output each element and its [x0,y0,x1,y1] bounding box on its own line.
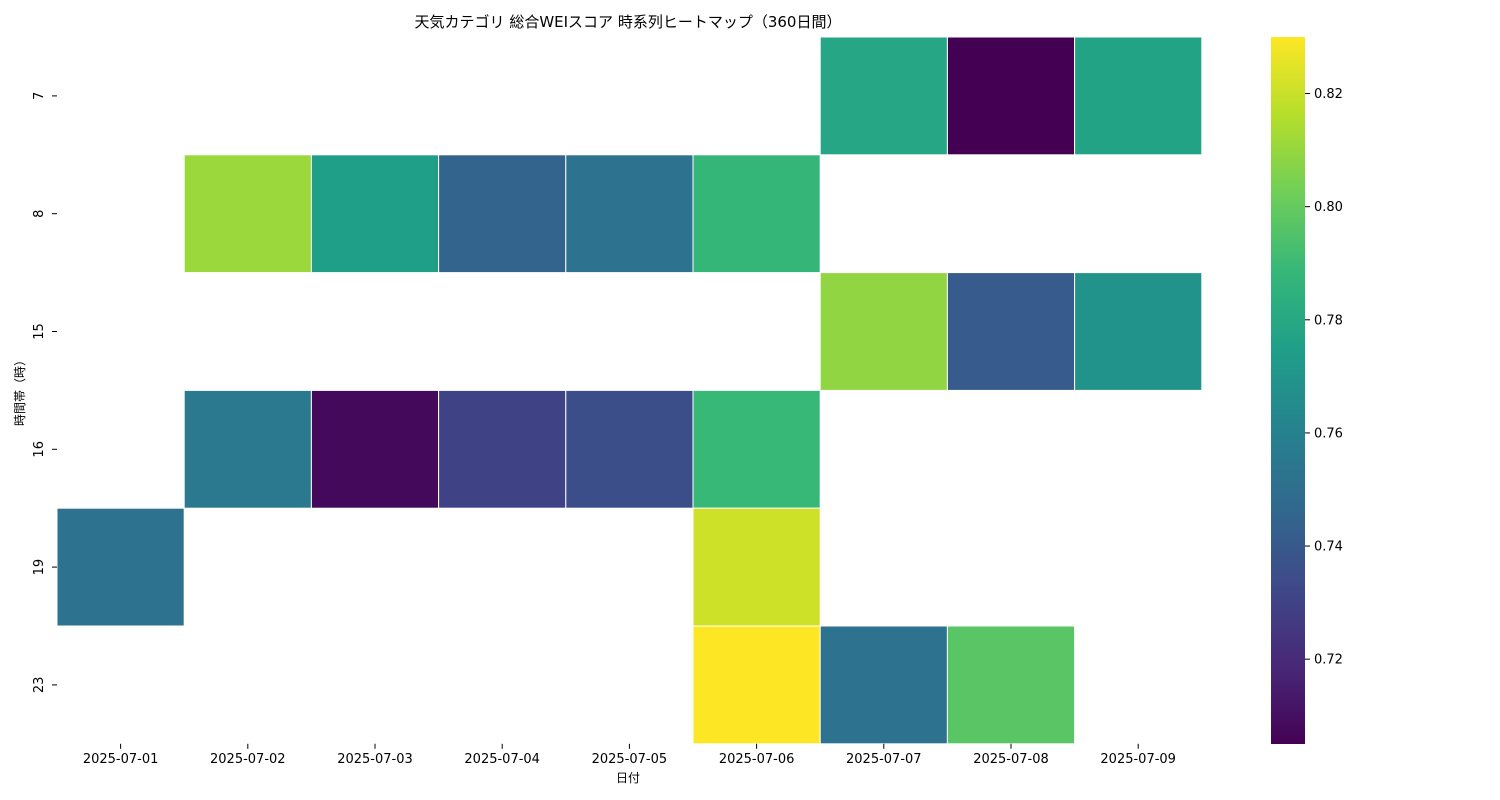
y-tick-label: 7 [32,92,47,100]
y-tick-label: 16 [32,441,47,458]
colorbar-tick-label: 0.78 [1314,313,1343,328]
heatmap-cell [1074,272,1203,391]
x-axis-ticks: 2025-07-01 2025-07-02 2025-07-03 2025-07-04… [83,743,1176,767]
heatmap-cell [565,389,694,509]
heatmap-cell [1074,36,1203,156]
colorbar [1271,37,1305,744]
x-axis-label: 日付 [616,771,640,785]
heatmap-cell [310,154,440,274]
heatmap-cell [819,272,948,391]
y-tick-label: 23 [32,677,47,694]
y-axis-ticks: 7 8 15 16 19 23 [32,92,57,693]
x-tick-label: 2025-07-06 [719,752,795,767]
x-tick-label: 2025-07-04 [464,752,540,767]
colorbar-tick-label: 0.82 [1314,87,1343,102]
heatmap-cell [819,625,948,745]
y-tick-label: 15 [32,323,47,340]
heatmap-cell [310,389,440,509]
heatmap-cells [56,36,1203,745]
heatmap-cell [946,36,1076,156]
heatmap-cell [438,389,567,509]
y-tick-label: 19 [32,559,47,576]
colorbar-tick-label: 0.76 [1314,426,1343,441]
colorbar-tick-label: 0.80 [1314,200,1343,215]
heatmap-cell [946,272,1076,391]
colorbar-tick-label: 0.72 [1314,653,1343,668]
y-tick-label: 8 [32,210,47,218]
heatmap-cell [183,389,312,509]
heatmap-cell [692,507,821,627]
heatmap-cell [56,507,185,627]
heatmap-cell [438,154,567,274]
x-tick-label: 2025-07-08 [973,752,1049,767]
x-tick-label: 2025-07-03 [337,752,413,767]
colorbar-ticks: 0.72 0.74 0.76 0.78 0.80 0.82 [1305,87,1343,668]
x-tick-label: 2025-07-05 [592,752,668,767]
colorbar-tick-label: 0.74 [1314,540,1343,555]
x-tick-label: 2025-07-09 [1100,752,1176,767]
heatmap-cell [692,154,821,274]
heatmap-cell [946,625,1076,745]
x-tick-label: 2025-07-07 [846,752,922,767]
chart-title: 天気カテゴリ 総合WEIスコア 時系列ヒートマップ（360日間） [415,13,842,31]
heatmap-cell [692,625,821,745]
x-tick-label: 2025-07-02 [210,752,286,767]
y-axis-label: 時間帯（時） [13,354,27,426]
heatmap-cell [565,154,694,274]
heatmap-cell [692,389,821,509]
heatmap-cell [819,36,948,156]
heatmap-cell [183,154,312,274]
x-tick-label: 2025-07-01 [83,752,159,767]
